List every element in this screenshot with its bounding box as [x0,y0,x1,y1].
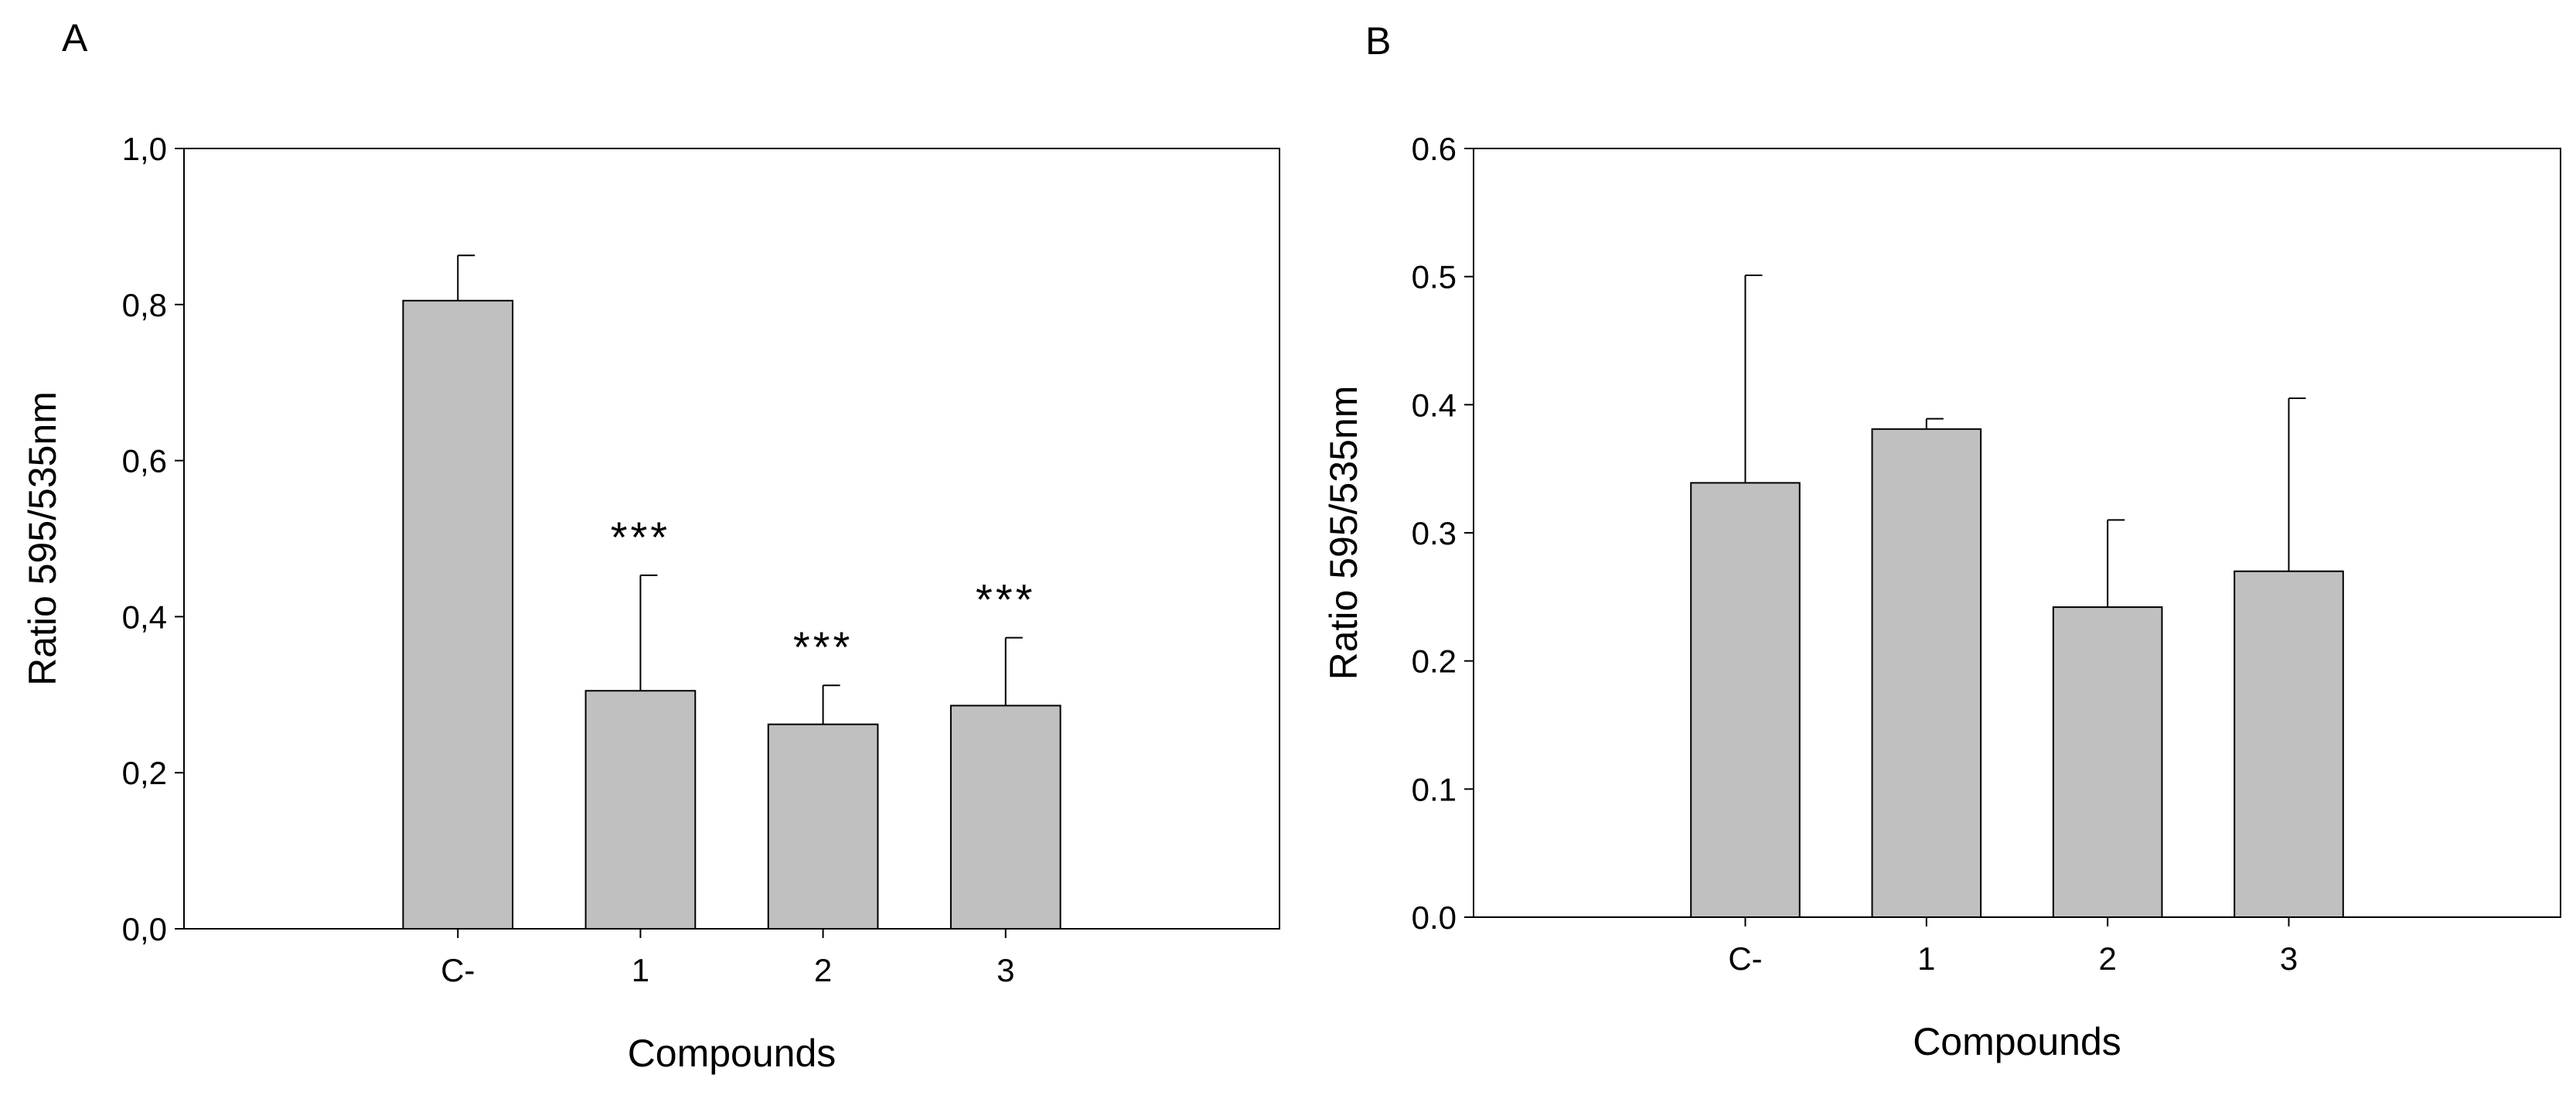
x-tick-label: 3 [997,952,1014,988]
x-tick-label: 1 [632,952,649,988]
y-tick-label: 0.5 [1412,259,1457,295]
y-axis-label: Ratio 595/535nm [21,391,64,686]
y-tick-label: 0,4 [122,599,167,635]
y-tick-label: 1,0 [122,131,167,167]
y-tick-label: 0.4 [1412,387,1457,423]
y-axis-label: Ratio 595/535nm [1322,386,1365,681]
y-tick-label: 0,0 [122,911,167,947]
y-tick-label: 0.6 [1412,131,1457,167]
panel-letter: B [1365,19,1391,63]
significance-label: *** [793,623,853,671]
bar-2 [2052,606,2163,918]
bar-C- [1690,482,1801,918]
significance-label: *** [611,513,670,561]
x-tick-label: 2 [814,952,832,988]
y-tick-label: 0,8 [122,287,167,323]
bar-C- [402,299,514,930]
significance-label: *** [976,575,1035,624]
x-tick-label: C- [1728,940,1762,977]
bar-3 [2234,570,2344,918]
y-tick-label: 0.2 [1412,643,1457,680]
y-tick-label: 0,2 [122,755,167,791]
x-tick-label: 3 [2280,940,2298,977]
y-tick-label: 0.3 [1412,515,1457,551]
x-axis-label: Compounds [628,1032,837,1075]
y-tick-label: 0.0 [1412,899,1457,936]
y-tick-label: 0,6 [122,443,167,479]
panel-b: B 0.0 0.1 0.2 0.3 0.4 0.5 0.6 C- 1 2 3 Compounds Rati… [1322,19,2561,1063]
plot-frame [183,148,1280,930]
bar-1 [584,690,697,930]
bar-2 [767,723,879,930]
x-tick-label: 1 [1917,940,1935,977]
bar-1 [1871,428,1982,918]
plot-frame [1473,148,2561,918]
panel-a: A 0,0 0,2 0,4 0,6 0,8 1,0 C- 1 *** 2 *** 3 *** Compoun… [21,16,1280,1075]
panel-letter: A [62,16,88,60]
y-tick-label: 0.1 [1412,771,1457,807]
x-tick-label: C- [441,952,475,988]
x-axis-label: Compounds [1913,1020,2121,1063]
x-tick-label: 2 [2098,940,2116,977]
bar-3 [949,705,1061,930]
